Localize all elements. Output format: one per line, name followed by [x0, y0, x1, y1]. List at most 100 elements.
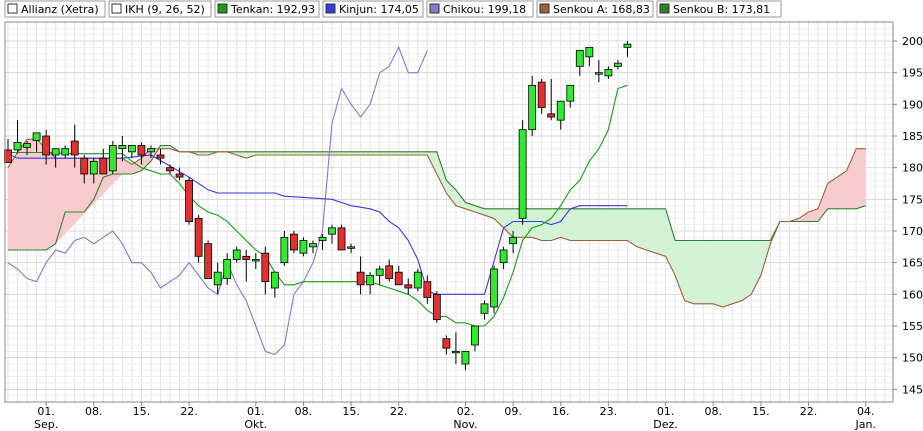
candle-body: [432, 293, 441, 321]
candle-body: [80, 157, 89, 175]
cloud-segment: [675, 240, 685, 301]
candle: [232, 246, 241, 263]
legend-swatch: [659, 3, 670, 14]
cloud-segment: [703, 240, 714, 304]
candle: [614, 60, 622, 70]
legend: Allianz (Xetra) IKH (9, 26, 52) Tenkan: 19…: [4, 0, 782, 18]
legend-label: IKH (9, 26, 52): [125, 3, 205, 16]
x-tick-label: 22.: [800, 405, 818, 418]
cloud-segment: [656, 208, 666, 257]
cloud-segment: [741, 240, 752, 301]
cloud-segment: [46, 148, 56, 250]
candle-body: [175, 173, 184, 178]
cloud-segment: [837, 170, 847, 209]
legend-item: Kinjun: 174,05: [322, 0, 424, 18]
cloud-segment: [455, 189, 466, 209]
cloud-segment: [246, 151, 256, 159]
candle-body: [356, 271, 365, 286]
candle: [509, 231, 517, 254]
candle-body: [289, 233, 298, 251]
cloud-segment: [351, 151, 361, 155]
candle: [566, 84, 575, 108]
y-tick-label: 155: [902, 320, 923, 333]
cloud-segment: [551, 208, 561, 241]
y-tick-label: 175: [902, 193, 923, 206]
candle-body: [537, 81, 546, 108]
cloud-segment: [398, 151, 409, 155]
cloud-segment: [255, 151, 266, 155]
candle-body: [185, 179, 193, 222]
legend-item-frame: [4, 0, 106, 18]
legend-item-frame: [108, 0, 212, 18]
candle: [623, 41, 632, 57]
candle: [366, 272, 375, 295]
candle: [490, 265, 498, 314]
candle: [80, 155, 89, 184]
candle-body: [213, 271, 222, 286]
candle-body: [118, 145, 127, 150]
cloud-segment: [8, 152, 18, 250]
candlesticks: [4, 41, 632, 371]
candle-body: [156, 154, 165, 159]
cloud-segment: [274, 151, 285, 155]
cloud-segment: [589, 208, 599, 241]
x-tick-label: 16.: [552, 405, 570, 418]
x-tick-label: 15.: [752, 405, 770, 418]
candle-body: [137, 145, 146, 156]
candle: [347, 243, 355, 254]
candle-body: [309, 243, 317, 248]
candle: [127, 145, 136, 159]
candle: [547, 79, 556, 121]
legend-item-frame: [214, 0, 320, 18]
x-tick-label: 15.: [133, 405, 151, 418]
cloud-segment: [732, 240, 742, 304]
x-tick-month-label: Sep.: [34, 418, 58, 431]
candle-body: [547, 113, 556, 118]
legend-swatch: [7, 3, 18, 14]
senkou-b-line: [8, 144, 866, 251]
candle: [156, 148, 165, 165]
cloud-segment: [636, 208, 647, 250]
candle-body: [347, 246, 355, 249]
candle-body: [61, 148, 70, 156]
cloud-segment: [617, 208, 628, 241]
candle-body: [556, 100, 565, 121]
legend-swatch: [217, 3, 228, 14]
candle-body: [51, 148, 60, 156]
candle: [108, 141, 117, 174]
candle: [261, 246, 270, 295]
candle-body: [147, 148, 155, 153]
candle: [23, 141, 31, 155]
candle: [213, 262, 222, 295]
x-tick-label: 22.: [180, 405, 198, 418]
candle: [289, 231, 298, 254]
x-tick-label: 04.: [857, 405, 875, 418]
candle: [394, 265, 403, 286]
candle: [42, 129, 51, 165]
cloud-segment: [55, 158, 123, 244]
y-tick-label: 170: [902, 225, 923, 238]
cloud-segment: [198, 151, 209, 155]
candle-body: [99, 157, 108, 175]
cloud-segment: [818, 183, 828, 222]
cloud-segment: [284, 151, 294, 155]
candle: [309, 240, 317, 254]
candle-body: [614, 62, 622, 67]
cloud-segment: [370, 151, 380, 155]
candle: [461, 350, 470, 371]
candle: [452, 332, 460, 364]
candle-body: [509, 236, 517, 245]
cloud-segment: [646, 208, 657, 254]
candle: [471, 325, 479, 352]
cloud-segment: [798, 212, 809, 222]
cloud-segment: [446, 180, 456, 206]
x-tick-label: 22.: [390, 405, 408, 418]
legend-item: Tenkan: 192,93: [214, 0, 320, 18]
candle-body: [261, 252, 270, 283]
x-tick-month-label: Dez.: [653, 418, 678, 431]
cloud-segment: [160, 145, 171, 149]
legend-label: Senkou B: 173,81: [673, 3, 770, 16]
y-tick-label: 160: [902, 288, 923, 301]
cloud-segment: [827, 177, 838, 209]
